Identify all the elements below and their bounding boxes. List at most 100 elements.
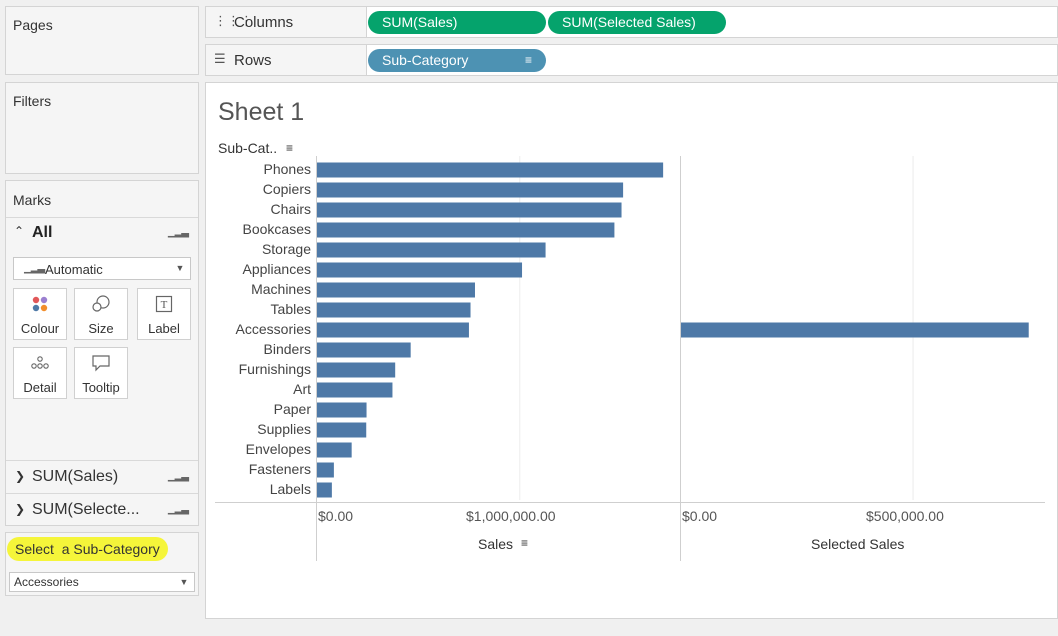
bar-sales <box>317 422 367 438</box>
bar-chart-icon: ▁▂▃ <box>24 263 45 274</box>
sort-descending-icon[interactable]: ≡ <box>521 536 529 550</box>
rows-label: Rows <box>234 52 272 69</box>
sales-axis-tick: $0.00 <box>318 508 354 524</box>
tooltip-icon <box>75 354 127 376</box>
bar-sales <box>317 362 396 378</box>
category-label[interactable]: Art <box>293 381 311 397</box>
parameter-title: Select a Sub-Category <box>7 537 168 561</box>
rows-shelf[interactable]: ☰ Rows Sub-Category ≡ <box>205 44 1058 76</box>
svg-text:T: T <box>161 299 168 311</box>
bar-chart-icon: ▁▂▃ <box>167 227 189 238</box>
sort-descending-icon[interactable]: ≡ <box>286 141 294 155</box>
row-header[interactable]: Sub-Cat.. <box>218 140 278 156</box>
category-label[interactable]: Accessories <box>235 321 311 337</box>
sheet-title: Sheet 1 <box>218 98 305 126</box>
filters-shelf[interactable]: Filters <box>5 82 199 174</box>
pill-label: SUM(Selected Sales) <box>562 14 696 30</box>
category-label[interactable]: Storage <box>261 241 311 257</box>
bar-sales <box>317 442 352 458</box>
pill-label: Sub-Category <box>382 52 469 68</box>
category-label[interactable]: Fasteners <box>248 461 311 477</box>
label-icon: T <box>138 295 190 317</box>
chevron-right-icon: ❯ <box>15 502 26 516</box>
category-label[interactable]: Labels <box>269 481 311 497</box>
sort-descending-icon: ≡ <box>524 53 532 67</box>
pages-shelf[interactable]: Pages <box>5 6 199 75</box>
pill-sum-sales[interactable]: SUM(Sales) <box>368 11 546 34</box>
detail-icon <box>14 354 66 376</box>
chevron-up-icon: ⌃ <box>14 224 25 238</box>
chevron-down-icon: ▼ <box>175 263 185 273</box>
tooltip-label: Tooltip <box>82 380 120 395</box>
measure-card-sales[interactable]: ❯ SUM(Sales) ▁▂▃ <box>6 460 198 493</box>
measure-card-selected-sales[interactable]: ❯ SUM(Selecte... ▁▂▃ <box>6 493 198 526</box>
columns-icon: ⋮⋮⋮ <box>214 13 253 28</box>
category-label[interactable]: Copiers <box>262 181 311 197</box>
measure-card-label: SUM(Selecte... <box>32 501 140 518</box>
pill-sub-category[interactable]: Sub-Category ≡ <box>368 49 546 72</box>
size-label: Size <box>88 321 114 336</box>
bar-sales <box>317 302 471 318</box>
category-label[interactable]: Paper <box>273 401 311 417</box>
bar-sales <box>317 382 393 398</box>
mark-type-value: Automatic <box>45 262 103 277</box>
bar-sales <box>317 342 411 358</box>
detail-button[interactable]: Detail <box>13 347 67 399</box>
category-label[interactable]: Furnishings <box>238 361 311 377</box>
bar-chart <box>215 156 1045 561</box>
category-label[interactable]: Bookcases <box>242 221 311 237</box>
category-label[interactable]: Machines <box>251 281 311 297</box>
filters-title: Filters <box>13 93 52 109</box>
bar-sales <box>317 482 332 498</box>
pages-title: Pages <box>13 17 53 33</box>
parameter-control: Select a Sub-Category Accessories ▼ <box>5 532 199 596</box>
sales-axis-title[interactable]: Sales <box>478 536 514 552</box>
bar-chart-icon: ▁▂▃ <box>167 504 189 515</box>
bar-chart-icon: ▁▂▃ <box>167 471 189 482</box>
selected-axis-tick: $500,000.00 <box>866 508 944 524</box>
parameter-dropdown[interactable]: Accessories ▼ <box>9 572 195 592</box>
marks-all-label: All <box>32 224 53 241</box>
category-label[interactable]: Phones <box>263 161 311 177</box>
tooltip-button[interactable]: Tooltip <box>74 347 128 399</box>
chevron-right-icon: ❯ <box>15 469 26 483</box>
label-button[interactable]: T Label <box>137 288 191 340</box>
colour-label: Colour <box>20 321 60 336</box>
parameter-value: Accessories <box>14 575 79 589</box>
label-label: Label <box>148 321 180 336</box>
pill-label: SUM(Sales) <box>382 14 458 30</box>
bar-sales <box>317 322 469 338</box>
measure-card-label: SUM(Sales) <box>32 468 119 485</box>
selected-axis-title[interactable]: Selected Sales <box>811 536 905 552</box>
marks-all-row[interactable]: ⌃ All ▁▂▃ <box>6 217 198 250</box>
bar-sales <box>317 282 475 298</box>
bar-sales <box>317 402 367 418</box>
selected-axis-tick: $0.00 <box>682 508 718 524</box>
colour-button[interactable]: Colour <box>13 288 67 340</box>
category-label[interactable]: Chairs <box>270 201 311 217</box>
detail-label: Detail <box>23 380 57 395</box>
bar-sales <box>317 262 523 278</box>
marks-title: Marks <box>13 192 52 208</box>
bar-sales <box>317 222 615 238</box>
size-icon <box>75 295 127 317</box>
columns-label: Columns <box>234 14 294 31</box>
category-label[interactable]: Binders <box>263 341 311 357</box>
category-label[interactable]: Envelopes <box>245 441 311 457</box>
rows-icon: ☰ <box>214 51 226 66</box>
columns-shelf[interactable]: ⋮⋮⋮ Columns SUM(Sales) SUM(Selected Sale… <box>205 6 1058 38</box>
category-label[interactable]: Appliances <box>242 261 312 277</box>
bar-sales <box>317 202 622 218</box>
sales-axis-tick: $1,000,000.00 <box>466 508 556 524</box>
bar-sales <box>317 462 334 478</box>
bar-sales <box>317 182 624 198</box>
chevron-down-icon: ▼ <box>179 577 189 587</box>
bar-sales <box>317 242 546 258</box>
mark-type-dropdown[interactable]: ▁▂▃ Automatic ▼ <box>13 257 191 280</box>
category-labels: Phones Copiers Chairs Bookcases Storage Appli… <box>205 156 311 501</box>
category-label[interactable]: Supplies <box>257 421 311 437</box>
category-label[interactable]: Tables <box>270 301 311 317</box>
size-button[interactable]: Size <box>74 288 128 340</box>
pill-sum-selected-sales[interactable]: SUM(Selected Sales) <box>548 11 726 34</box>
colour-icon <box>14 295 66 317</box>
